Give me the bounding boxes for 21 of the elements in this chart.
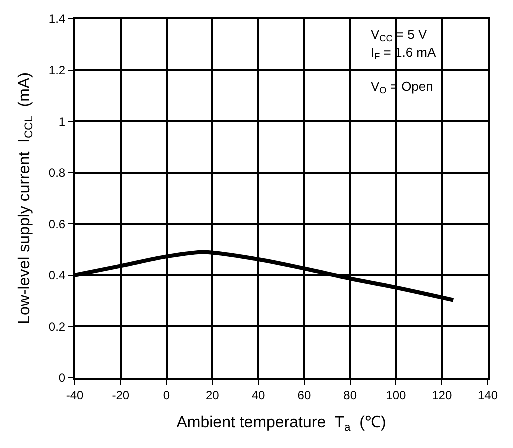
y-tick-label: 1.4 [48, 12, 66, 26]
y-tick-label: 0.4 [48, 268, 66, 283]
x-tick-label: 60 [298, 388, 312, 402]
annotation: V$_{CC}$ = 5 V [371, 27, 428, 44]
y-tick-label: 0 [58, 371, 66, 386]
x-tick-label: 40 [252, 388, 266, 402]
annotation: I$_{F}$ = 1.6 mA [371, 45, 437, 62]
y-tick-label: 1 [58, 114, 66, 129]
x-axis-title: Ambient temperature T$_{a}$ (℃) [176, 414, 386, 434]
y-tick-label: 0.8 [48, 166, 66, 180]
x-tick-label: -40 [66, 388, 84, 402]
x-tick-label: 80 [344, 388, 358, 402]
x-tick-label: 20 [206, 388, 220, 402]
y-tick-label: 1.2 [48, 63, 66, 78]
x-tick-label: -20 [112, 388, 130, 402]
x-tick-label: 0 [163, 388, 170, 402]
x-tick-label: 100 [386, 388, 407, 402]
y-tick-label: 0.6 [48, 217, 66, 232]
x-tick-label: 120 [432, 388, 452, 402]
y-tick-label: 0.2 [48, 320, 66, 334]
x-tick-label: 140 [478, 388, 498, 402]
